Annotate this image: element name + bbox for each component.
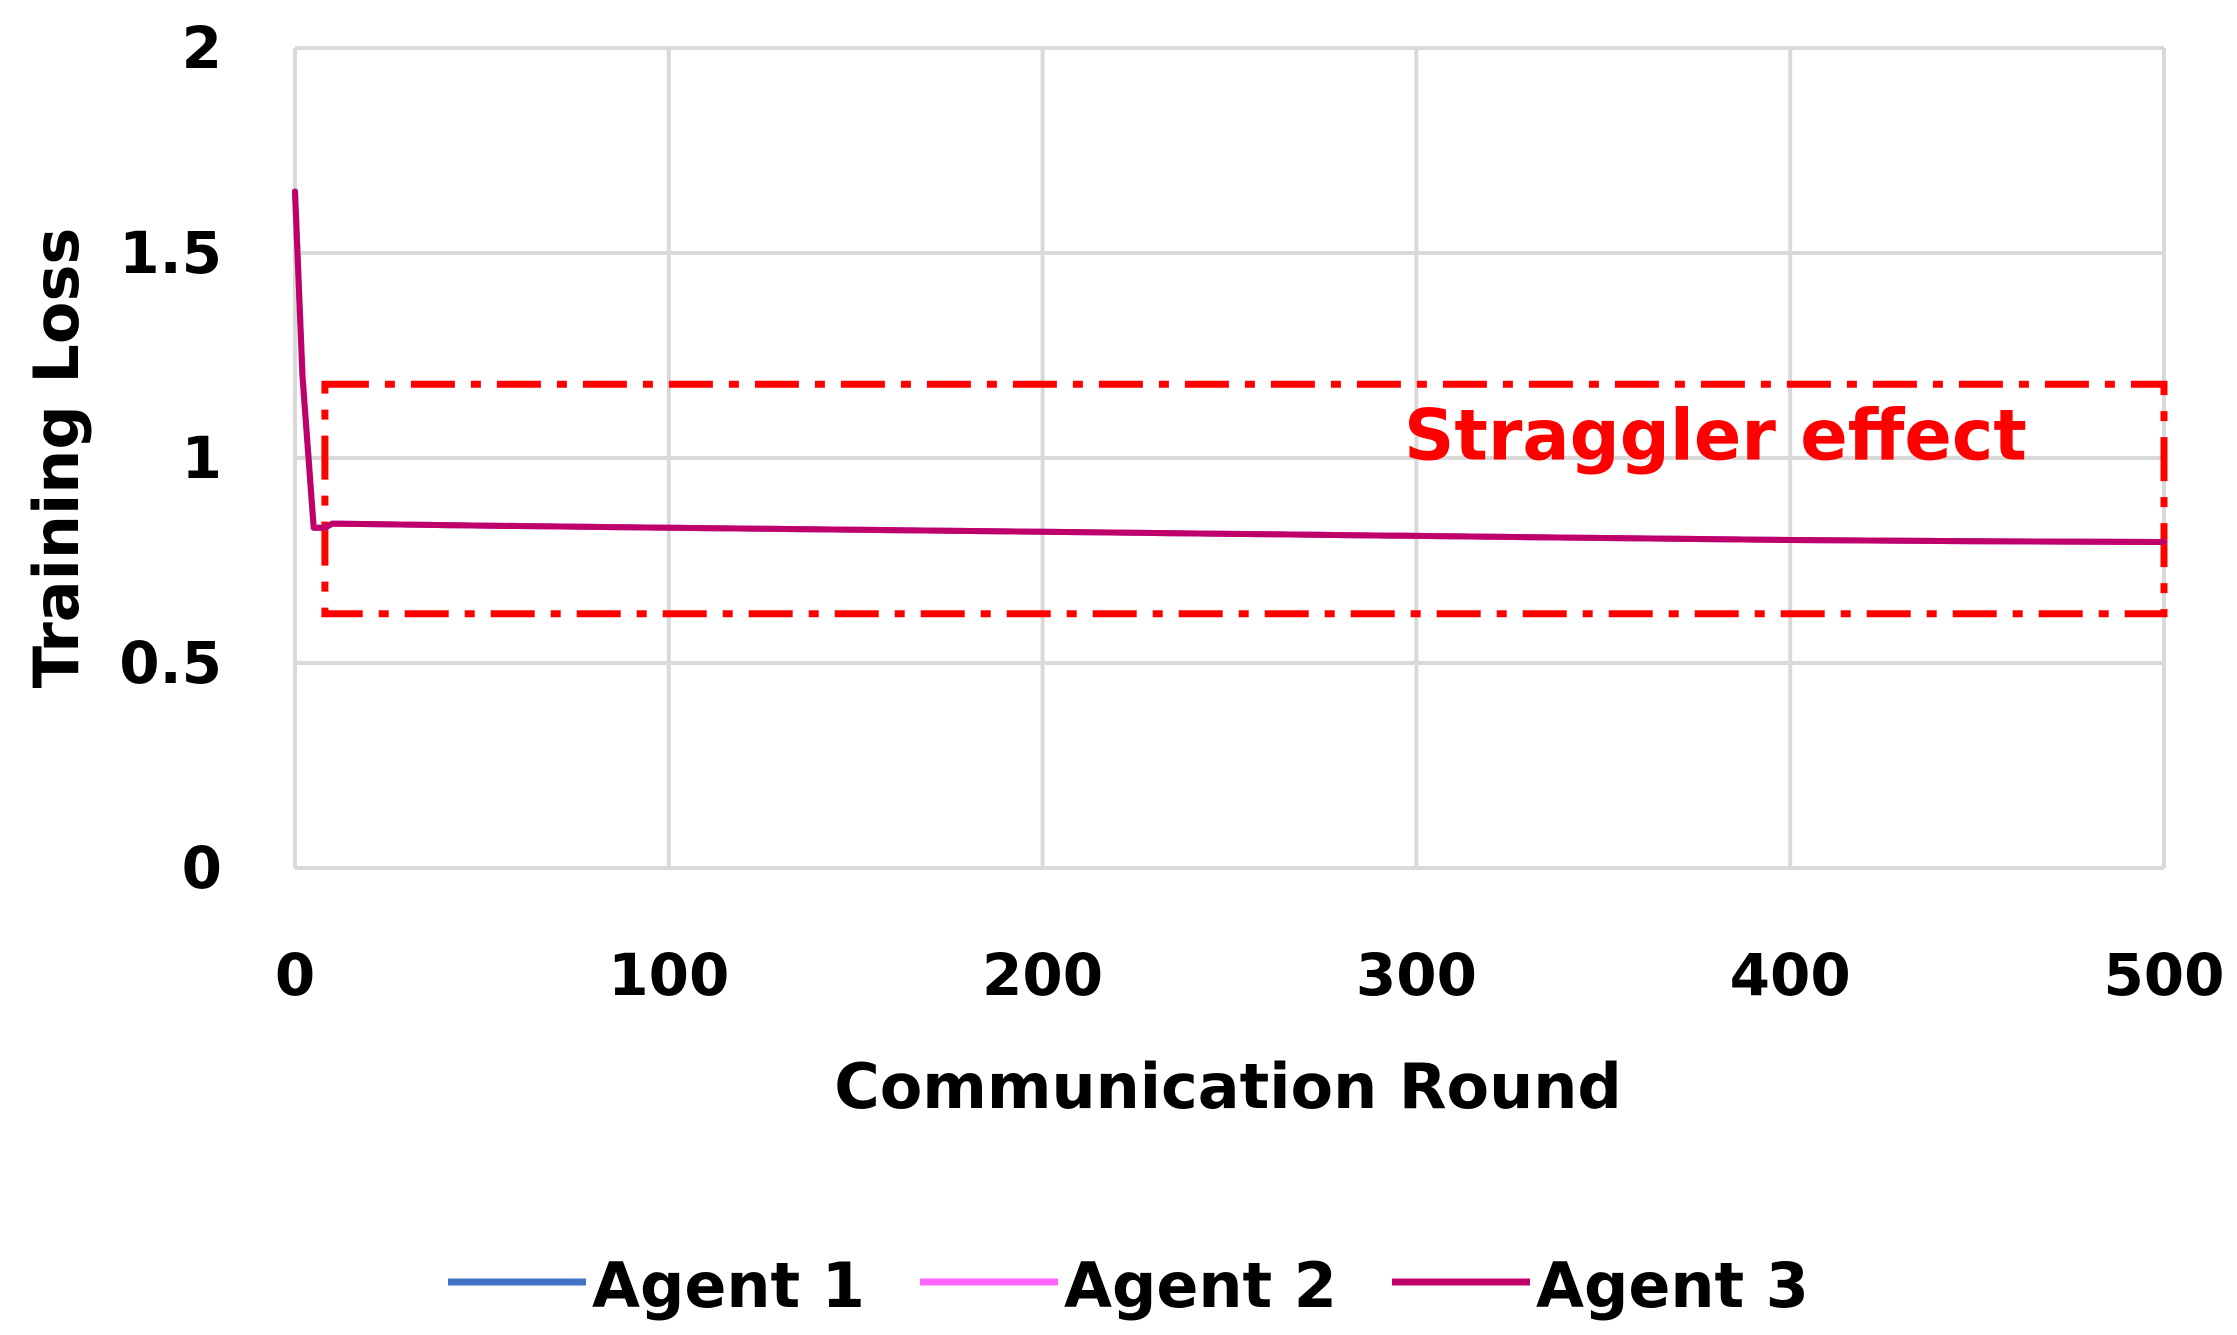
x-tick-label: 300 <box>1356 941 1477 1009</box>
legend-label: Agent 2 <box>1064 1249 1337 1322</box>
x-axis-title: Communication Round <box>834 1050 1622 1123</box>
series-layer <box>292 188 2167 546</box>
y-tick-label: 1.5 <box>119 219 222 287</box>
tick-layer: 0 100 200 300 400 500 0 0.5 1 1.5 2 <box>119 14 2224 1009</box>
x-tick-label: 200 <box>982 941 1103 1009</box>
legend-item-agent-2: Agent 2 <box>920 1249 1337 1322</box>
legend-item-agent-1: Agent 1 <box>448 1249 865 1322</box>
series-line-agent-2 <box>292 188 2167 546</box>
annotation-layer: Straggler effect <box>321 380 2168 618</box>
x-tick-label: 500 <box>2103 941 2224 1009</box>
y-tick-label: 0 <box>182 834 222 902</box>
series-line-agent-3 <box>292 188 2167 546</box>
legend: Agent 1 Agent 2 Agent 3 <box>448 1249 1809 1322</box>
x-tick-label: 100 <box>608 941 729 1009</box>
y-tick-label: 0.5 <box>119 629 222 697</box>
y-tick-label: 1 <box>182 424 222 492</box>
legend-label: Agent 3 <box>1536 1249 1809 1322</box>
legend-label: Agent 1 <box>592 1249 865 1322</box>
legend-item-agent-3: Agent 3 <box>1392 1249 1809 1322</box>
straggler-effect-label: Straggler effect <box>1404 395 2027 477</box>
x-tick-label: 400 <box>1730 941 1851 1009</box>
straggler-effect-box <box>321 380 2168 618</box>
y-tick-label: 2 <box>182 14 222 82</box>
series-line-agent-1 <box>292 188 2167 546</box>
x-tick-label: 0 <box>275 941 315 1009</box>
y-axis-title: Training Loss <box>20 228 93 689</box>
